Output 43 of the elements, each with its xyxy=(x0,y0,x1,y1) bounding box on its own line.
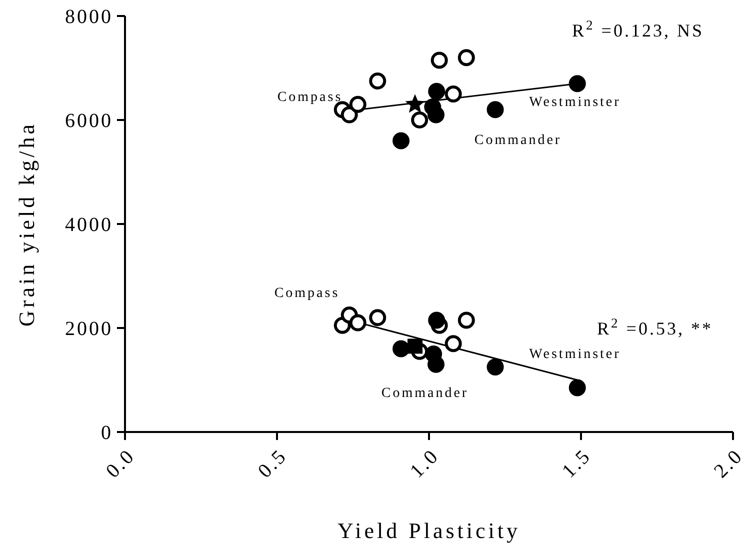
point xyxy=(444,86,462,102)
point xyxy=(568,379,586,396)
y-tick-label: 6000 xyxy=(65,110,113,132)
point xyxy=(428,312,446,329)
point xyxy=(458,312,475,329)
annotation: Commander xyxy=(474,132,562,148)
x-tick-label: 0.5 xyxy=(254,444,292,482)
point xyxy=(444,335,462,352)
point xyxy=(486,101,504,118)
point xyxy=(408,338,423,354)
y-axis-title: Grain yield kg/ha xyxy=(14,122,39,326)
point xyxy=(568,75,586,92)
point xyxy=(406,94,424,112)
annotation: Westminster xyxy=(529,346,621,362)
point xyxy=(392,340,410,358)
point xyxy=(349,314,366,332)
x-axis-title: Yield Plasticity xyxy=(337,518,521,543)
point xyxy=(392,132,410,150)
point xyxy=(349,96,366,113)
annotation: Westminster xyxy=(529,94,621,110)
point xyxy=(340,106,358,124)
point xyxy=(430,52,448,69)
x-tick-label: 0.0 xyxy=(102,444,140,482)
point xyxy=(427,356,444,373)
point xyxy=(458,49,475,66)
point xyxy=(369,309,386,326)
point xyxy=(369,72,386,90)
y-tick-label: 0 xyxy=(101,422,113,444)
annotation: R$^{2}$ =0.53, ** xyxy=(597,314,713,338)
point xyxy=(428,82,446,100)
x-tick-label: 1.5 xyxy=(558,444,596,482)
point xyxy=(411,112,428,128)
annotation: Compass xyxy=(277,90,343,105)
y-tick-label: 4000 xyxy=(65,214,113,236)
annotation: R$^{2}$ =0.123, NS xyxy=(572,16,704,40)
x-tick-label: 1.0 xyxy=(406,444,444,482)
point xyxy=(427,106,444,124)
point xyxy=(486,358,504,376)
y-tick-label: 8000 xyxy=(65,6,113,28)
annotation: Commander xyxy=(381,386,469,401)
y-tick-label: 2000 xyxy=(65,318,113,340)
annotation: Compass xyxy=(274,286,340,301)
x-tick-label: 2.0 xyxy=(710,444,748,482)
